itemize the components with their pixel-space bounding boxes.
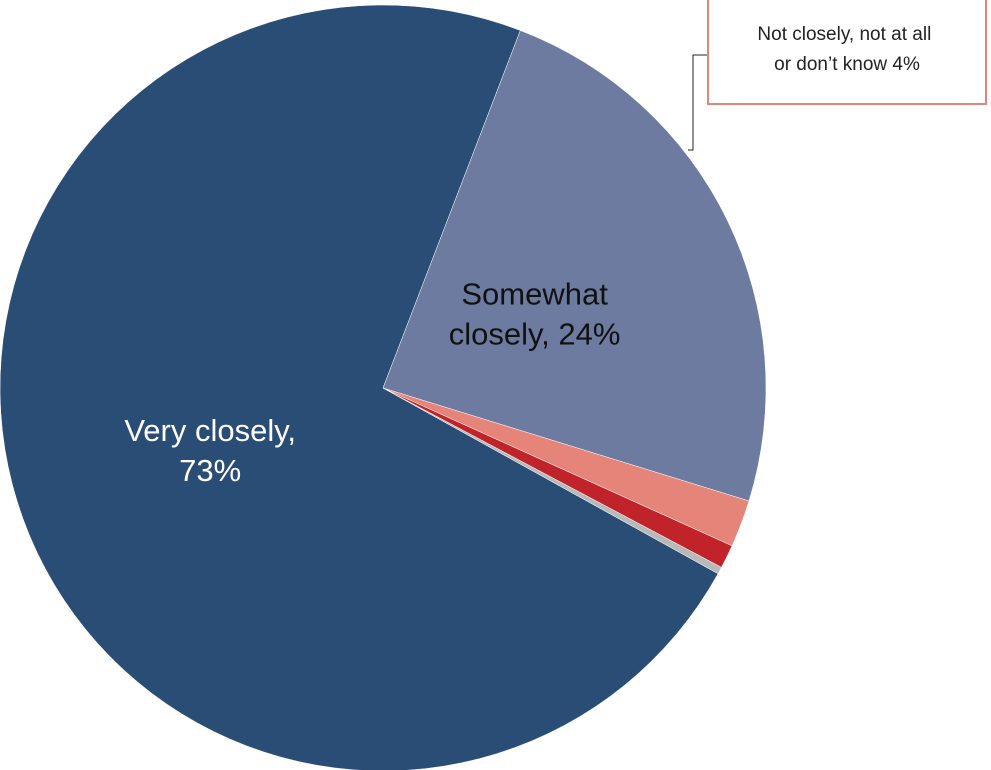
callout-group: Not closely, not at all or don’t know 4% [688,0,987,151]
pie-slice-label-line: Very closely, [124,413,296,448]
pie-slice-1 [382,30,767,502]
pie-slice-label-line: closely, 24% [449,316,621,351]
pie-slice-label-line: 73% [179,453,241,488]
pie-slice-labels: Very closely, 73% Somewhat closely, 24% [124,276,620,488]
callout-box [707,0,987,105]
callout-text: Not closely, not at all or don’t know 4% [757,24,936,75]
callout-line-2: or don’t know 4% [774,54,920,75]
callout-leader-line [688,54,708,151]
pie-slices [0,4,767,770]
pie-slice-label-0: Very closely, 73% [124,413,296,488]
callout-line-1: Not closely, not at all [757,24,931,45]
pie-slice-label-1: Somewhat closely, 24% [449,276,621,351]
pie-slice-4 [382,387,722,575]
pie-slice-label-line: Somewhat [461,276,608,311]
pie-slice-0 [0,4,719,770]
